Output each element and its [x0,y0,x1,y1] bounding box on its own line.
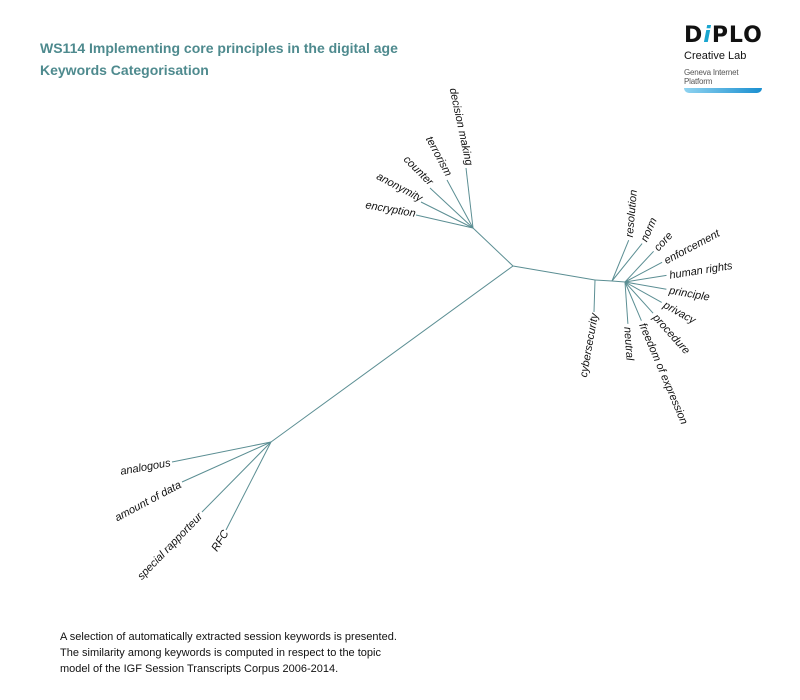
branch [611,240,630,282]
logo-swoosh [684,88,762,93]
leaf-label: enforcement [662,227,722,267]
branch [593,279,596,313]
branch [201,441,272,513]
branch [624,261,663,283]
logo-brand: DiPLO [684,23,763,48]
branch [611,243,643,282]
branch [624,281,642,321]
branch [624,281,662,303]
branch [624,281,667,290]
leaf-label: human rights [669,260,734,282]
logo-subtitle: Creative Lab [684,50,747,62]
branch [624,274,667,283]
branch [624,281,654,314]
leaf-label: decision making [447,87,475,168]
branch [624,281,629,324]
branch [512,265,596,281]
branch [181,441,272,483]
leaf-label: resolution [624,189,640,238]
branch [472,227,514,267]
leaf-label: amount of data [113,479,183,524]
branch [624,250,654,283]
leaf-label: special rapporteur [135,510,206,583]
leaf-label: analogous [119,457,172,478]
caption-line: model of the IGF Session Transcripts Cor… [60,663,339,675]
branch [446,179,474,229]
leaf-label: cybersecurity [578,311,601,378]
branch [171,441,272,463]
branch [415,214,474,229]
caption: A selection of automatically extracted s… [60,629,397,677]
diplo-logo: DiPLO Creative Lab Geneva Internet Platf… [684,24,768,93]
branch [611,280,626,283]
branch [465,167,474,229]
branch [420,201,474,229]
leaf-label: neutral [621,327,635,362]
branch [594,279,613,282]
page-title: WS114 Implementing core principles in th… [40,40,398,56]
logo-platform: Geneva Internet Platform [684,68,739,86]
caption-line: A selection of automatically extracted s… [60,631,397,643]
leaf-label: principle [667,285,710,304]
caption-line: The similarity among keywords is compute… [60,647,381,659]
branch [270,265,514,443]
page-subtitle: Keywords Categorisation [40,62,209,78]
branch [429,187,474,229]
branch [225,441,272,531]
leaf-label: RFC [209,528,231,554]
leaf-label: encryption [364,199,416,220]
